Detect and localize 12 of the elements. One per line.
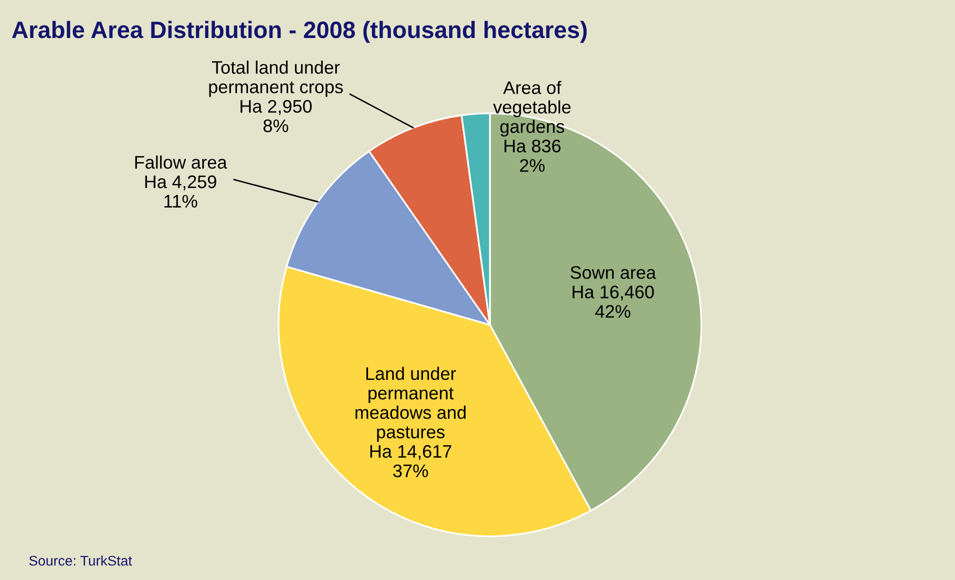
data-label: Ha 2,950 8% [240,100,312,132]
slice-label: Area of vegetable gardens [493,80,571,137]
slice-label: Land under permanent meadows and pastures [356,366,466,442]
slice-label: Fallow area [135,155,228,169]
data-label: Ha 836 2% [504,140,561,172]
chart-title: Arable Area Distribution - 2008 (thousand hectares) [12,20,587,43]
data-label: Ha 16,460 42% [572,286,654,318]
slice-label: Sown area [570,266,656,279]
data-label: Ha 4,259 11% [145,175,216,208]
source-note: Source: TurkStat [29,555,132,566]
data-label: Ha 14,617 37% [370,445,452,478]
slice-label: Total land under permanent crops [209,60,343,97]
